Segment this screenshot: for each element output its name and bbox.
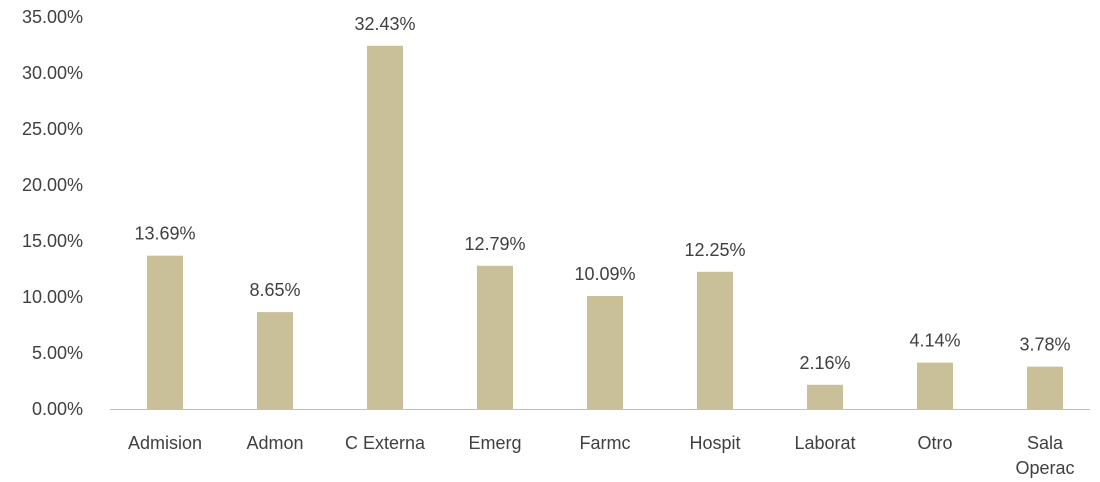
- bar: [367, 45, 403, 410]
- x-tick-label: Laborat: [794, 433, 855, 453]
- x-tick-label: Otro: [917, 433, 952, 453]
- bar: [257, 312, 293, 409]
- bar: [917, 362, 953, 409]
- bar: [1027, 366, 1063, 409]
- y-tick-label: 35.00%: [22, 7, 83, 27]
- bar: [477, 265, 513, 409]
- bar: [807, 384, 843, 409]
- y-tick-label: 10.00%: [22, 287, 83, 307]
- bars: [147, 45, 1063, 410]
- x-tick-label: Sala Operac: [1015, 433, 1074, 478]
- x-tick-label-line: Admision: [128, 433, 202, 453]
- data-label: 8.65%: [249, 280, 300, 300]
- y-axis: 0.00% 5.00% 10.00% 15.00% 20.00% 25.00% 30.00%…: [22, 7, 83, 419]
- x-tick-label-line: Emerg: [468, 433, 521, 453]
- x-tick-label-line: Hospit: [689, 433, 740, 453]
- y-tick-label: 20.00%: [22, 175, 83, 195]
- x-tick-label-line: Operac: [1015, 458, 1074, 478]
- data-label: 10.09%: [574, 264, 635, 284]
- bar: [147, 255, 183, 409]
- y-tick-label: 30.00%: [22, 63, 83, 83]
- x-tick-label: Admision: [128, 433, 202, 453]
- x-tick-label: Farmc: [580, 433, 631, 453]
- x-tick-label-line: Farmc: [580, 433, 631, 453]
- data-label: 2.16%: [799, 353, 850, 373]
- data-labels: 13.69% 8.65% 32.43% 12.79% 10.09% 12.25% 2.16%…: [134, 14, 1070, 373]
- data-label: 32.43%: [354, 14, 415, 34]
- data-label: 4.14%: [909, 331, 960, 351]
- data-label: 12.79%: [464, 234, 525, 254]
- x-tick-label-line: C Externa: [345, 433, 426, 453]
- y-tick-label: 0.00%: [32, 399, 83, 419]
- x-tick-label: Hospit: [689, 433, 740, 453]
- y-tick-label: 5.00%: [32, 343, 83, 363]
- x-tick-label: C Externa: [345, 433, 426, 453]
- data-label: 3.78%: [1019, 335, 1070, 355]
- x-tick-label: Admon: [246, 433, 303, 453]
- x-tick-label-line: Admon: [246, 433, 303, 453]
- y-tick-label: 15.00%: [22, 231, 83, 251]
- bar: [587, 295, 623, 409]
- data-label: 13.69%: [134, 224, 195, 244]
- bar: [697, 271, 733, 409]
- x-tick-label: Emerg: [468, 433, 521, 453]
- x-axis: Admision Admon C Externa Emerg Farmc Hospit La…: [128, 433, 1075, 478]
- x-tick-label-line: Laborat: [794, 433, 855, 453]
- data-label: 12.25%: [684, 240, 745, 260]
- y-tick-label: 25.00%: [22, 119, 83, 139]
- x-tick-label-line: Otro: [917, 433, 952, 453]
- x-tick-label-line: Sala: [1027, 433, 1064, 453]
